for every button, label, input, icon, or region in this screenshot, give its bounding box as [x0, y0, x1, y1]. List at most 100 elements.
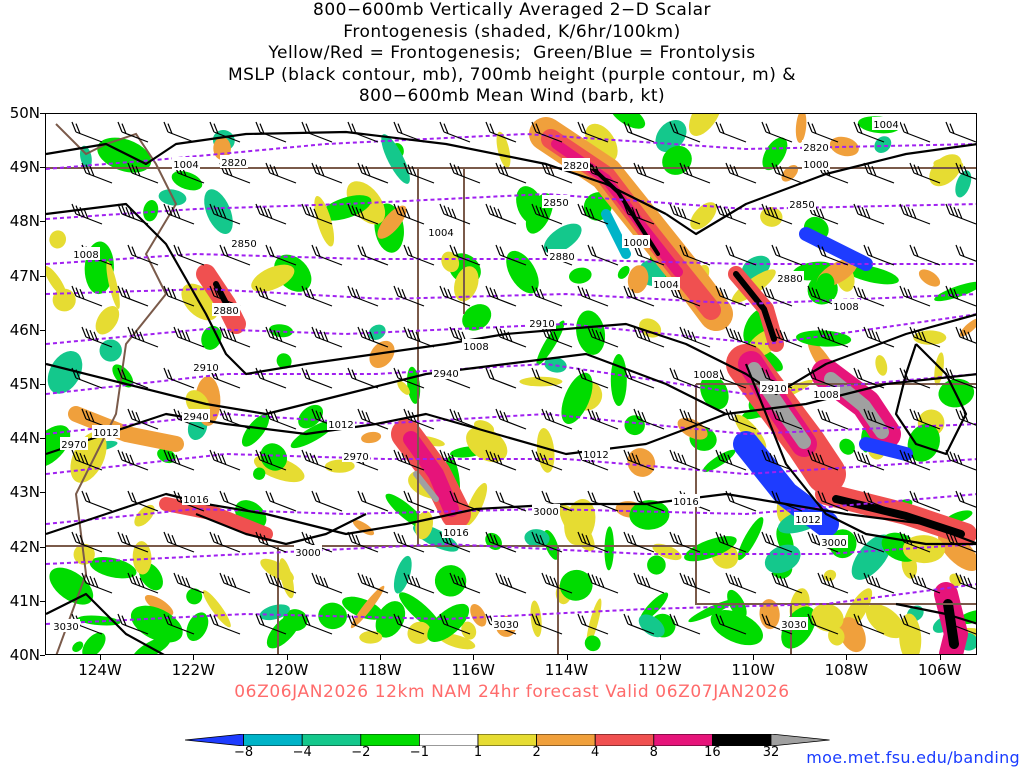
wind-barb [255, 449, 287, 471]
height-label: 2910 [761, 384, 786, 395]
title-line-5: 800−600mb Mean Wind (barb, kt) [358, 86, 666, 106]
lat-tick [40, 275, 45, 277]
wind-barb [301, 121, 333, 143]
wind-barb [725, 326, 757, 348]
shade-patch [204, 189, 233, 234]
wind-barb [863, 408, 895, 430]
height-label: 3000 [821, 538, 846, 549]
shade-patch [811, 603, 844, 632]
wind-barb [403, 244, 435, 266]
contour-labels: 1004 1008 1000 1004 1004 1008 1008 1008 1008 1012… [52, 117, 900, 633]
shade-patch [202, 590, 231, 628]
lon-tick [939, 655, 941, 660]
wind-barb [255, 367, 287, 389]
shade-patch [49, 230, 67, 249]
wind-barb [807, 121, 839, 143]
mslp-label: 1004 [173, 160, 198, 171]
shade-patch [318, 602, 347, 630]
wind-barb [863, 326, 895, 348]
wind-barb [495, 408, 527, 430]
shade-patch [584, 635, 601, 652]
height-label: 2820 [221, 158, 246, 169]
height-label: 3000 [533, 507, 558, 518]
height-label: 2850 [543, 198, 568, 209]
colorbar-tick-label: −1 [409, 745, 429, 760]
wind-barb [357, 162, 389, 184]
shade-patch [361, 431, 382, 444]
height-contour [46, 192, 976, 220]
height-label: 2970 [343, 452, 368, 463]
colorbar [185, 734, 830, 746]
wind-barb [899, 449, 931, 471]
wind-barb [117, 285, 149, 307]
wind-barb [669, 367, 701, 389]
wind-barb [771, 244, 803, 266]
wind-barb [439, 203, 471, 225]
lat-tick [40, 438, 45, 440]
shade-patch [627, 265, 649, 294]
wind-barb [541, 572, 573, 594]
wind-barb [577, 613, 609, 635]
wind-barb [725, 162, 757, 184]
wind-barb [357, 572, 389, 594]
wind-barb [771, 490, 803, 512]
shade-patch [407, 621, 431, 644]
wind-barb [173, 326, 205, 348]
wind-barb [623, 367, 655, 389]
mslp-contour [894, 343, 968, 456]
frontolysis-band [859, 437, 913, 461]
wind-barb [771, 572, 803, 594]
height-label: 2940 [183, 412, 208, 423]
shade-patch [320, 195, 372, 221]
wind-barb [817, 408, 849, 430]
shade-patch [586, 598, 602, 647]
shade-patch [253, 467, 266, 480]
lon-tick [193, 655, 195, 660]
credit-url[interactable]: moe.met.fsu.edu/banding [806, 748, 1020, 767]
shade-patch [638, 614, 665, 638]
wind-barb [357, 408, 389, 430]
wind-barb [485, 121, 517, 143]
colorbar-tick-label: 16 [704, 745, 721, 760]
shade-patch [473, 420, 495, 435]
wind-barb [265, 408, 297, 430]
wind-barb [163, 613, 195, 635]
wind-barb [485, 367, 517, 389]
colorbar-tick-label: 8 [649, 745, 658, 760]
wind-barb [393, 121, 425, 143]
wind-barb [863, 162, 895, 184]
wind-barb [127, 490, 159, 512]
height-contour [46, 132, 976, 170]
wind-barb [955, 490, 976, 508]
lon-tick [753, 655, 755, 660]
shade-patch [52, 288, 76, 312]
shade-patch [324, 459, 355, 473]
wind-barb [439, 121, 471, 143]
wind-barb [255, 121, 287, 143]
lat-tick [40, 329, 45, 331]
mslp-label: 1008 [73, 250, 98, 261]
height-contour [46, 583, 976, 625]
mslp-label: 1004 [653, 280, 678, 291]
wind-barb [761, 285, 793, 307]
wind-barb [771, 162, 803, 184]
wind-barb [577, 367, 609, 389]
height-label: 3030 [53, 622, 78, 633]
shade-patch [260, 443, 288, 471]
wind-barb [311, 490, 343, 512]
shade-patch [536, 320, 565, 366]
lat-tick [40, 655, 45, 656]
height-contour [46, 493, 976, 525]
mslp-contour [46, 352, 976, 416]
shade-patch [259, 604, 290, 621]
mslp-label: 1008 [463, 342, 488, 353]
wind-barb [633, 572, 665, 594]
wind-barb [485, 449, 517, 471]
wind-barb [449, 408, 481, 430]
frontogenesis-core [413, 471, 439, 502]
shade-patch [350, 585, 385, 629]
lat-label: 43N [9, 483, 40, 502]
wind-barb [623, 449, 655, 471]
wind-barb [127, 572, 159, 594]
shade-patch [955, 170, 972, 198]
